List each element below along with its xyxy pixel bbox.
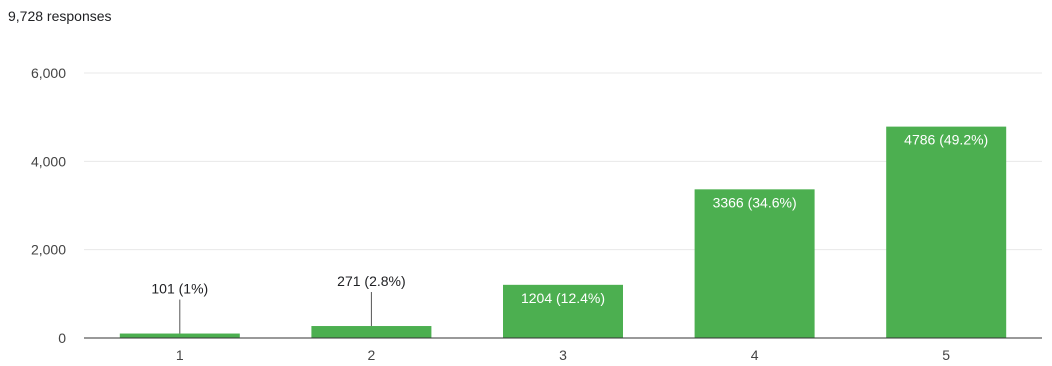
data-label-2: 271 (2.8%) — [337, 273, 405, 289]
bar-1 — [119, 333, 240, 338]
x-tick-label-4: 4 — [751, 347, 759, 363]
x-tick-label-2: 2 — [368, 347, 376, 363]
y-tick-label-0: 0 — [58, 330, 66, 346]
data-label-5: 4786 (49.2%) — [904, 132, 988, 148]
x-tick-label-1: 1 — [176, 347, 184, 363]
gridlines — [84, 72, 1042, 251]
label-leader-lines — [179, 292, 372, 334]
data-labels: 101 (1%) 271 (2.8%) 1204 (12.4%) 3366 (34.6… — [151, 132, 988, 306]
bars — [119, 126, 1007, 338]
bar-2 — [311, 326, 432, 338]
y-tick-label-1: 2,000 — [31, 242, 66, 258]
bar-5 — [886, 126, 1007, 338]
y-axis-ticks: 0 2,000 4,000 6,000 — [31, 65, 66, 346]
y-tick-label-2: 4,000 — [31, 153, 66, 169]
bar-4 — [694, 189, 815, 338]
response-count: 9,728 responses — [8, 8, 112, 24]
x-tick-label-5: 5 — [942, 347, 950, 363]
y-tick-label-3: 6,000 — [31, 65, 66, 81]
x-tick-label-3: 3 — [559, 347, 567, 363]
x-axis-ticks: 1 2 3 4 5 — [176, 347, 950, 363]
data-label-3: 1204 (12.4%) — [521, 290, 605, 306]
data-label-4: 3366 (34.6%) — [713, 194, 797, 210]
bar-3 — [503, 284, 623, 338]
data-label-1: 101 (1%) — [151, 281, 208, 297]
